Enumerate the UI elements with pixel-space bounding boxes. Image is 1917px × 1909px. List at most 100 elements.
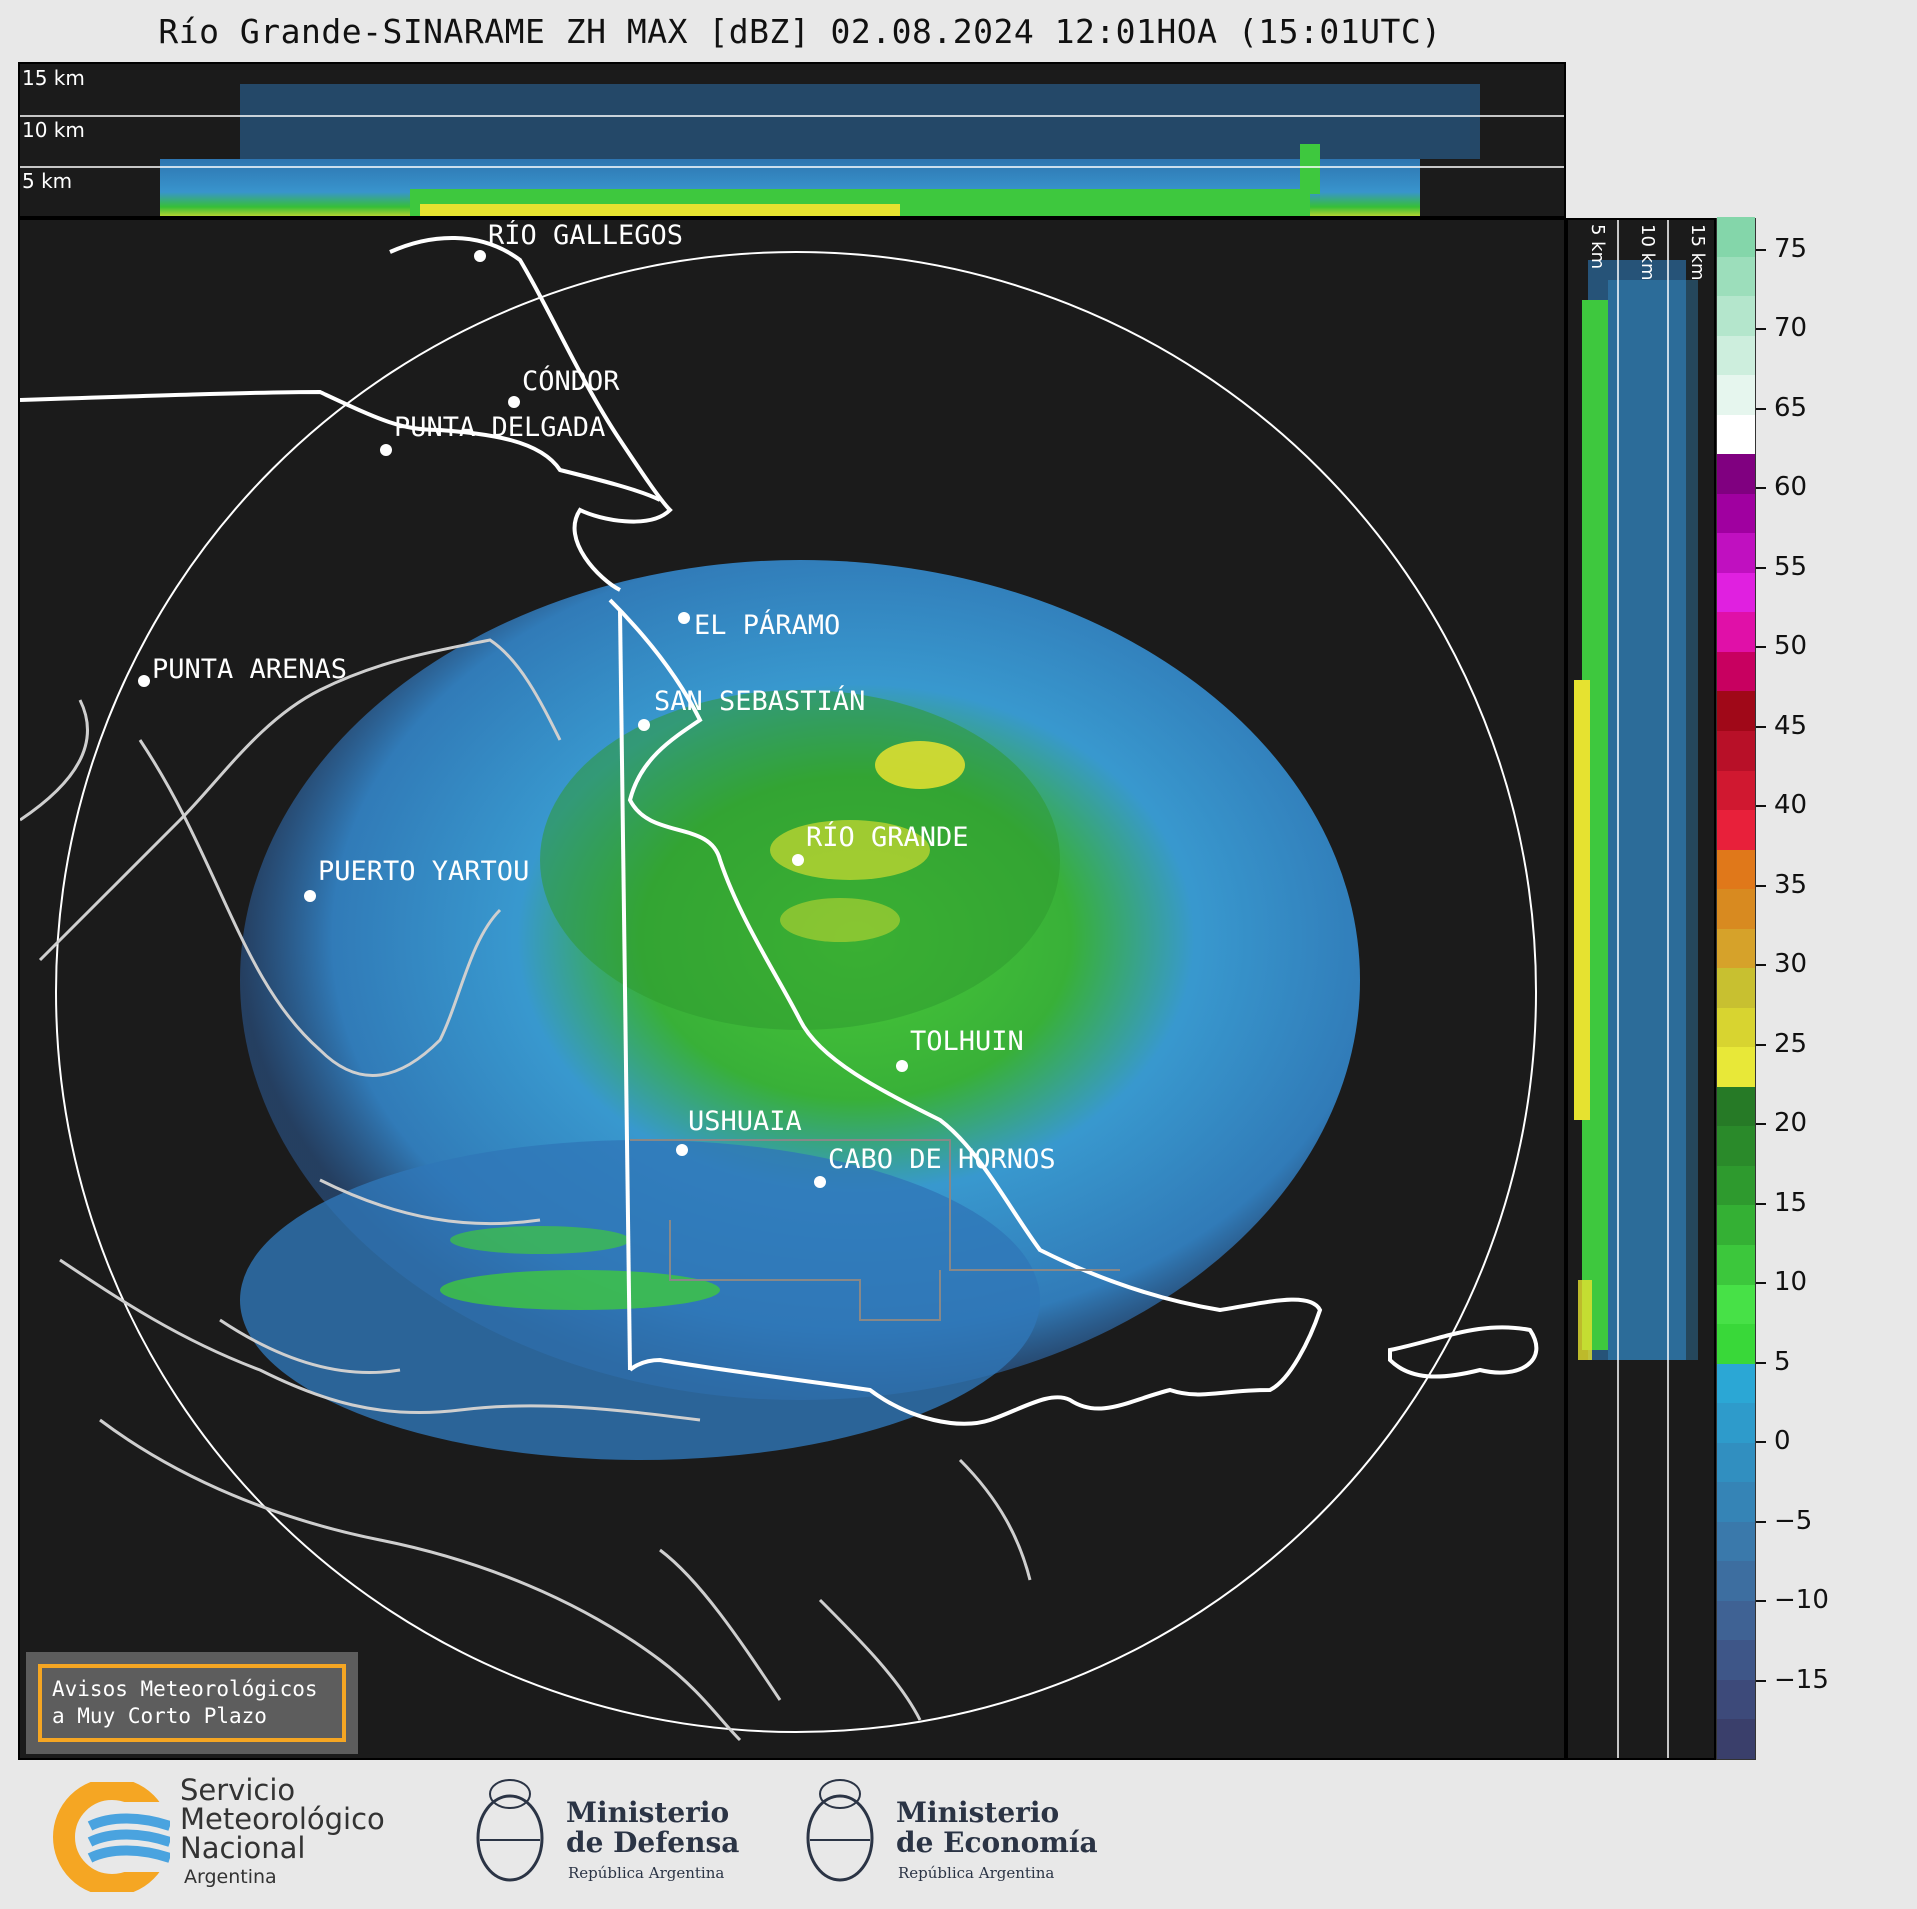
colorbar-tick-label: 5 bbox=[1774, 1346, 1791, 1377]
coastline-outlines bbox=[20, 638, 1032, 1742]
top-altitude-panel: 15 km 10 km 5 km bbox=[18, 62, 1566, 218]
city-dot-ushuaia bbox=[676, 1144, 688, 1156]
colorbar-band bbox=[1717, 770, 1755, 811]
colorbar-band bbox=[1717, 374, 1755, 415]
colorbar-band bbox=[1717, 928, 1755, 969]
top-alt-label-15: 15 km bbox=[22, 66, 85, 90]
notice-line-1: Avisos Meteorológicos bbox=[52, 1677, 318, 1701]
colorbar-tick-label: −5 bbox=[1774, 1505, 1813, 1536]
notice-line-2: a Muy Corto Plazo bbox=[52, 1704, 267, 1728]
colorbar-tick bbox=[1756, 1282, 1766, 1285]
radar-map[interactable]: RÍO GALLEGOS CÓNDOR PUNTA DELGADA EL PÁR… bbox=[18, 218, 1566, 1760]
colorbar-tick-label: 65 bbox=[1774, 392, 1808, 423]
colorbar-band bbox=[1717, 1718, 1755, 1759]
defensa-subtitle: República Argentina bbox=[568, 1864, 725, 1882]
colorbar-band bbox=[1717, 1086, 1755, 1127]
colorbar-tick-label: 15 bbox=[1774, 1187, 1808, 1218]
top-echo-profile bbox=[20, 84, 1564, 216]
colorbar-tick-label: 20 bbox=[1774, 1108, 1808, 1139]
colorbar-band bbox=[1717, 532, 1755, 573]
city-label-san-sebastian: SAN SEBASTIÁN bbox=[654, 685, 865, 717]
city-label-rio-grande: RÍO GRANDE bbox=[806, 821, 969, 853]
economia-title: Ministerio de Economía bbox=[896, 1796, 1098, 1859]
colorbar-tick-label: 30 bbox=[1774, 949, 1808, 980]
smn-country: Argentina bbox=[184, 1866, 277, 1888]
colorbar-tick bbox=[1756, 805, 1766, 808]
defensa-title: Ministerio de Defensa bbox=[566, 1796, 740, 1859]
colorbar-tick-label: 25 bbox=[1774, 1028, 1808, 1059]
colorbar-tick-label: 50 bbox=[1774, 631, 1808, 662]
city-markers bbox=[138, 250, 908, 1188]
top-alt-label-10: 10 km bbox=[22, 118, 85, 142]
colorbar-band bbox=[1717, 414, 1755, 455]
map-title: Río Grande-SINARAME ZH MAX [dBZ] 02.08.2… bbox=[158, 12, 1442, 51]
colorbar-tick bbox=[1756, 964, 1766, 967]
city-dot-condor bbox=[508, 396, 520, 408]
side-echo-profile bbox=[1574, 220, 1698, 1758]
colorbar-band bbox=[1717, 1165, 1755, 1206]
colorbar-band bbox=[1717, 335, 1755, 376]
smn-logo bbox=[50, 1782, 170, 1892]
colorbar-band bbox=[1717, 611, 1755, 652]
colorbar-tick-label: 55 bbox=[1774, 551, 1808, 582]
colorbar-tick bbox=[1756, 566, 1766, 569]
colorbar-tick bbox=[1756, 1202, 1766, 1205]
colorbar-band bbox=[1717, 1679, 1755, 1720]
colorbar-tick bbox=[1756, 407, 1766, 410]
colorbar-tick bbox=[1756, 1600, 1766, 1603]
colorbar-band bbox=[1717, 730, 1755, 771]
colorbar-band bbox=[1717, 1323, 1755, 1364]
colorbar-band bbox=[1717, 216, 1755, 257]
city-label-puerto-yartou: PUERTO YARTOU bbox=[318, 856, 529, 887]
colorbar-band bbox=[1717, 1284, 1755, 1325]
colorbar-band bbox=[1717, 1363, 1755, 1404]
colorbar-band bbox=[1717, 295, 1755, 336]
colorbar-band bbox=[1717, 1244, 1755, 1285]
colorbar-tick-label: 10 bbox=[1774, 1267, 1808, 1298]
colorbar-tick-label: 0 bbox=[1774, 1426, 1791, 1457]
province-boundary bbox=[630, 1139, 1120, 1321]
city-label-cabo-de-hornos: CABO DE HORNOS bbox=[828, 1144, 1056, 1175]
radar-map-canvas: RÍO GALLEGOS CÓNDOR PUNTA DELGADA EL PÁR… bbox=[20, 220, 1539, 1742]
colorbar-band bbox=[1717, 1600, 1755, 1641]
smn-logo-icon bbox=[53, 1782, 170, 1892]
colorbar-band bbox=[1717, 1560, 1755, 1601]
alerts-notice[interactable]: Avisos Meteorológicos a Muy Corto Plazo bbox=[26, 1652, 358, 1754]
colorbar-band bbox=[1717, 453, 1755, 494]
colorbar-tick bbox=[1756, 725, 1766, 728]
colorbar-tick bbox=[1756, 328, 1766, 331]
city-dot-tolhuin bbox=[896, 1060, 908, 1072]
side-altitude-panel: 5 km 10 km 15 km bbox=[1566, 218, 1716, 1760]
colorbar-tick bbox=[1756, 1520, 1766, 1523]
colorbar-tick-label: 40 bbox=[1774, 790, 1808, 821]
colorbar-tick bbox=[1756, 1441, 1766, 1444]
city-dot-punta-delgada bbox=[380, 444, 392, 456]
city-label-tolhuin: TOLHUIN bbox=[910, 1026, 1024, 1057]
city-dot-puerto-yartou bbox=[304, 890, 316, 902]
colorbar-band bbox=[1717, 493, 1755, 534]
colorbar-band bbox=[1717, 256, 1755, 297]
city-dot-rio-grande bbox=[792, 854, 804, 866]
range-ring bbox=[55, 251, 1537, 1733]
colorbar-band bbox=[1717, 1402, 1755, 1443]
side-alt-label-5: 5 km bbox=[1587, 224, 1608, 270]
colorbar-band bbox=[1717, 690, 1755, 731]
colorbar-tick-label: 75 bbox=[1774, 233, 1808, 264]
colorbar-band bbox=[1717, 1046, 1755, 1087]
city-dot-punta-arenas bbox=[138, 675, 150, 687]
colorbar-tick bbox=[1756, 1679, 1766, 1682]
city-dot-san-sebastian bbox=[638, 719, 650, 731]
economia-subtitle: República Argentina bbox=[898, 1864, 1055, 1882]
city-dot-el-paramo bbox=[678, 612, 690, 624]
city-dot-cabo-de-hornos bbox=[814, 1176, 826, 1188]
colorbar-band bbox=[1717, 1442, 1755, 1483]
colorbar-tick-label: 70 bbox=[1774, 313, 1808, 344]
colorbar-band bbox=[1717, 1639, 1755, 1680]
defensa-seal-icon bbox=[470, 1770, 550, 1896]
colorbar-band bbox=[1717, 651, 1755, 692]
border-outlines bbox=[20, 235, 1539, 1426]
colorbar-tick bbox=[1756, 487, 1766, 490]
colorbar-tick bbox=[1756, 1043, 1766, 1046]
city-label-punta-delgada: PUNTA DELGADA bbox=[394, 412, 605, 443]
city-dot-rio-gallegos bbox=[474, 250, 486, 262]
